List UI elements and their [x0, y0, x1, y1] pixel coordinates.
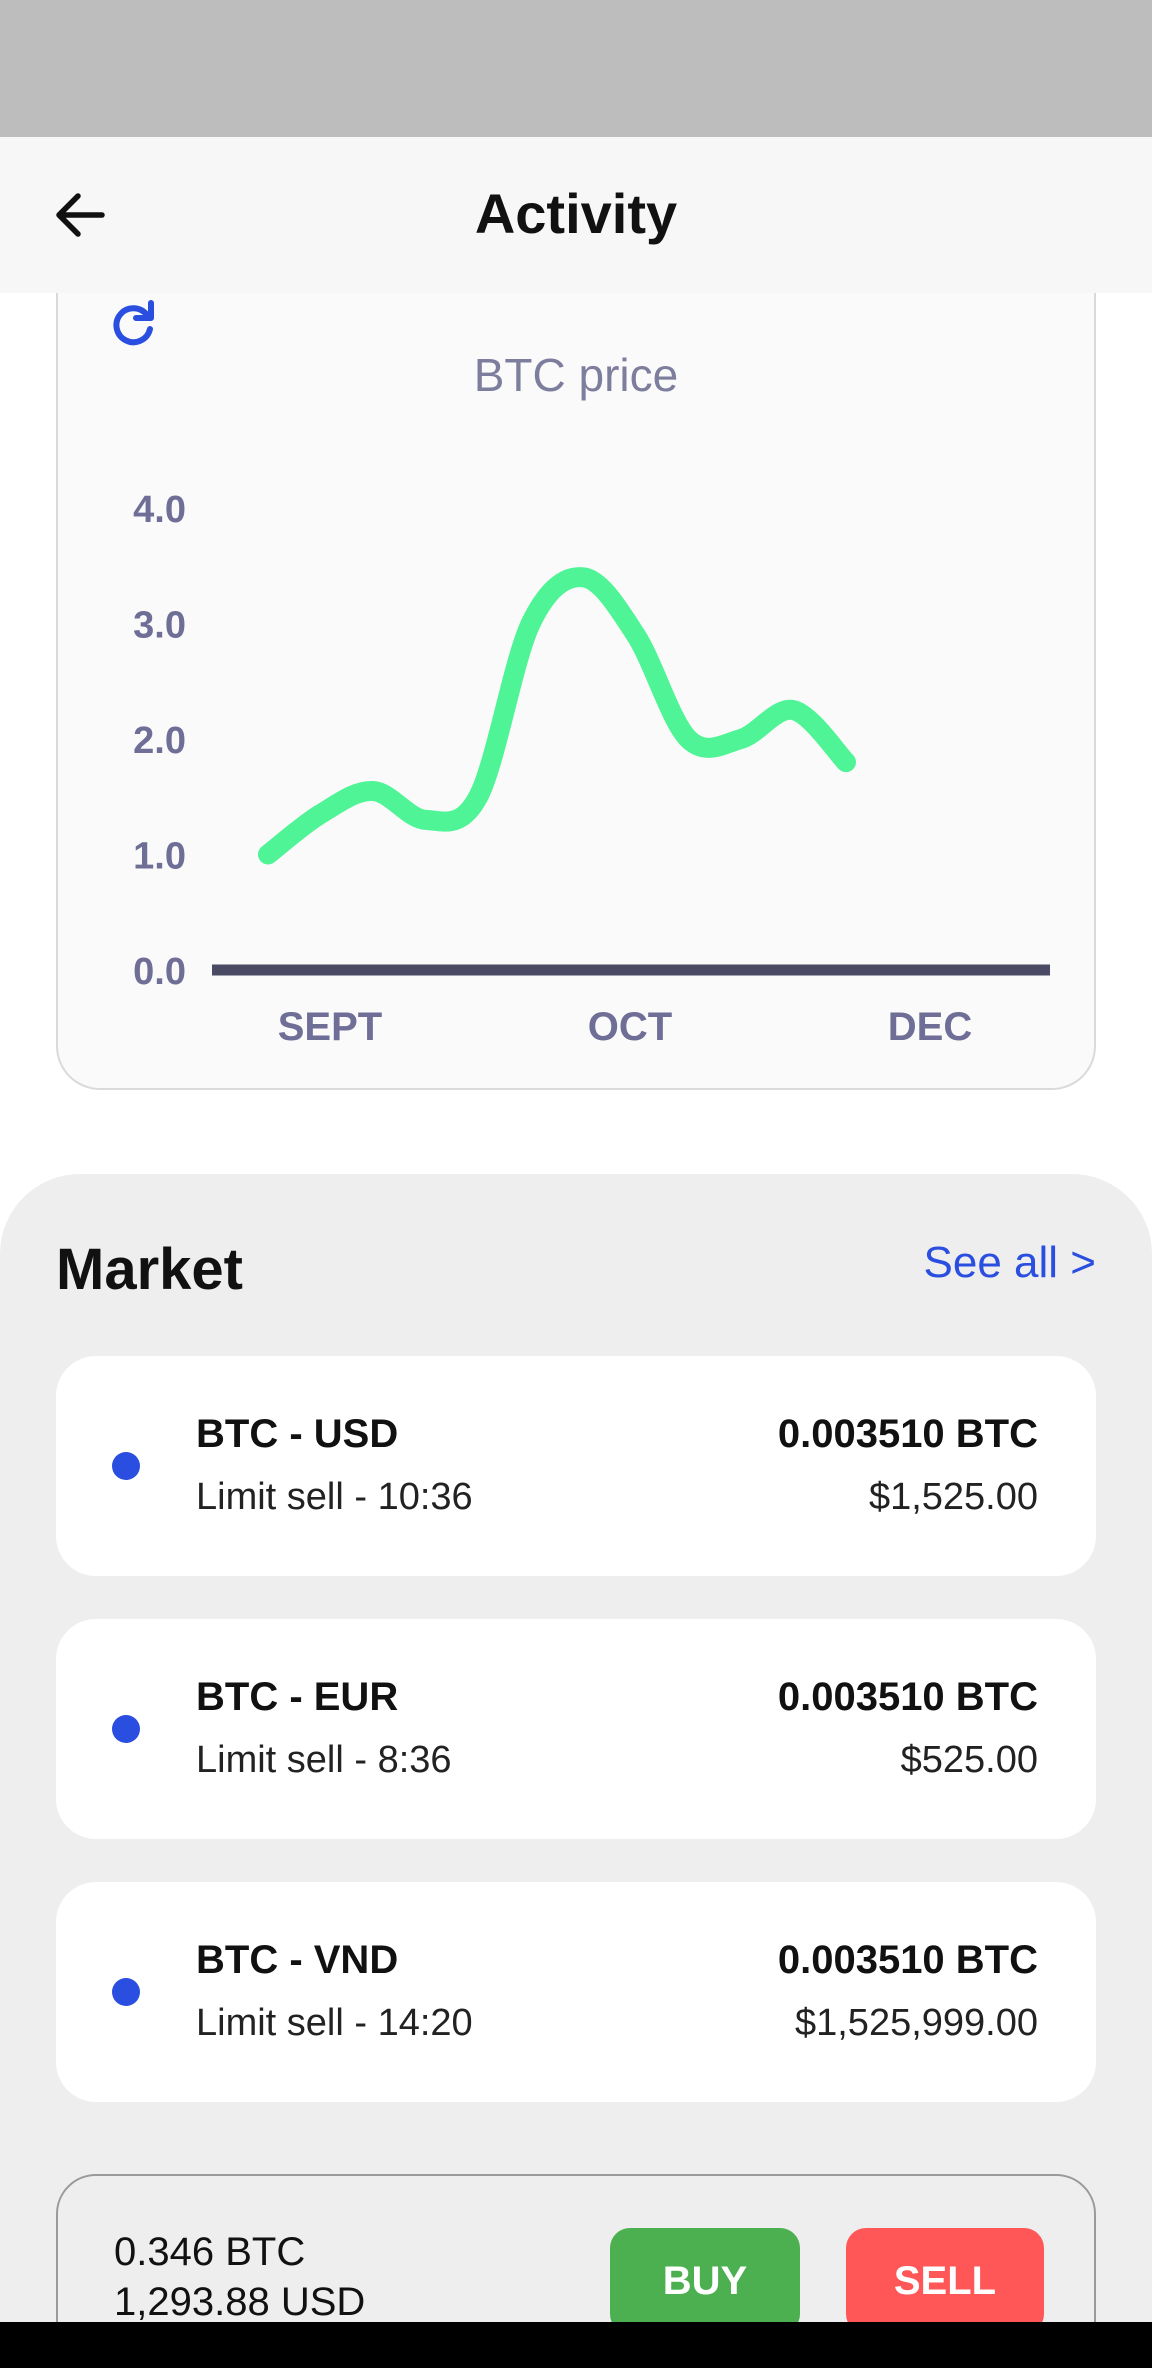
market-row-btc-eur[interactable]: BTC - EUR Limit sell - 8:36 0.003510 BTC…: [56, 1619, 1096, 1839]
sell-button[interactable]: SELL: [846, 2228, 1044, 2334]
balance-usd: 1,293.88 USD: [114, 2280, 366, 2324]
y-tick-label: 4.0: [133, 489, 186, 531]
market-title: Market: [56, 1237, 243, 1302]
x-tick-label: OCT: [588, 1005, 672, 1049]
see-all-link[interactable]: See all >: [923, 1238, 1096, 1287]
row-price: $1,525,999.00: [794, 2002, 1038, 2044]
row-subtitle: Limit sell - 8:36: [196, 1739, 452, 1781]
x-tick-label: DEC: [888, 1005, 972, 1049]
y-tick-label: 2.0: [133, 720, 186, 762]
btc-price-chart: 4.0 3.0 2.0 1.0 0.0 SEPT OCT DEC: [133, 489, 1050, 1049]
row-subtitle: Limit sell - 14:20: [196, 2002, 473, 2044]
row-amount: 0.003510 BTC: [777, 1675, 1038, 1719]
status-bar: [0, 0, 1152, 137]
status-dot: [112, 1452, 140, 1480]
chart-card: BTC price 4.0 3.0 2.0 1.0 0.0 SEPT OCT DEC: [56, 250, 1096, 1090]
market-row-btc-usd[interactable]: BTC - USD Limit sell - 10:36 0.003510 BT…: [56, 1356, 1096, 1576]
chart-title: BTC price: [473, 349, 679, 401]
row-price: $525.00: [900, 1739, 1038, 1781]
arrow-left-icon: [56, 193, 105, 237]
refresh-icon: [113, 300, 154, 346]
row-amount: 0.003510 BTC: [777, 1412, 1038, 1456]
app-header: Activity: [0, 137, 1152, 293]
y-tick-label: 3.0: [133, 605, 186, 647]
row-subtitle: Limit sell - 10:36: [196, 1476, 473, 1518]
market-row-btc-vnd[interactable]: BTC - VND Limit sell - 14:20 0.003510 BT…: [56, 1882, 1096, 2102]
status-dot: [112, 1978, 140, 2006]
system-nav-bar: [0, 2322, 1152, 2368]
row-price: $1,525.00: [868, 1476, 1038, 1518]
back-button[interactable]: [40, 175, 120, 255]
page-title: Activity: [474, 182, 678, 245]
row-pair: BTC - EUR: [196, 1675, 399, 1719]
balance-btc: 0.346 BTC: [114, 2230, 306, 2274]
row-amount: 0.003510 BTC: [777, 1938, 1038, 1982]
row-pair: BTC - VND: [196, 1938, 399, 1982]
series-line-btc-price: [258, 567, 856, 865]
buy-button[interactable]: BUY: [610, 2228, 800, 2334]
status-dot: [112, 1715, 140, 1743]
refresh-button[interactable]: [98, 290, 168, 360]
x-tick-label: SEPT: [278, 1005, 382, 1049]
y-tick-label: 1.0: [133, 836, 186, 878]
row-pair: BTC - USD: [196, 1412, 399, 1456]
market-panel: Market See all > BTC - USD Limit sell - …: [0, 1174, 1152, 2368]
y-tick-label: 0.0: [133, 951, 186, 993]
